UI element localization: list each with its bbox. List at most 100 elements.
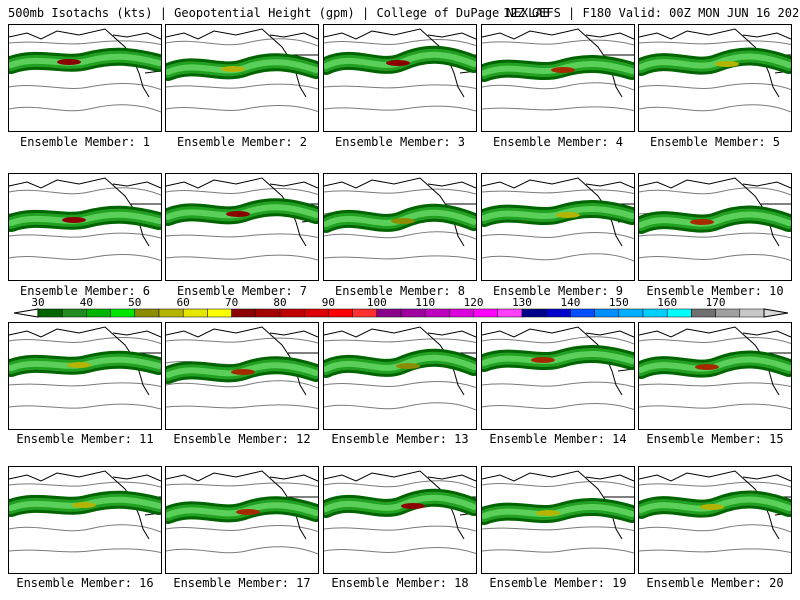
jet-core bbox=[536, 510, 560, 516]
colorbar-tick-label: 160 bbox=[657, 297, 677, 309]
ensemble-member-19-map bbox=[481, 466, 635, 574]
colorbar-segment bbox=[328, 308, 353, 318]
jet-core bbox=[221, 66, 245, 72]
ensemble-member-5-map bbox=[638, 24, 792, 132]
colorbar-tick-label: 80 bbox=[273, 297, 286, 309]
ensemble-member-20-map bbox=[638, 466, 792, 574]
ensemble-member-label: Ensemble Member: 16 bbox=[16, 576, 154, 590]
colorbar-tick-label: 30 bbox=[31, 297, 44, 309]
colorbar-segment bbox=[424, 308, 450, 318]
ensemble-member-6-map bbox=[8, 173, 162, 281]
colorbar-segment bbox=[110, 308, 136, 318]
colorbar-tick-label: 60 bbox=[177, 297, 190, 309]
colorbar-segment bbox=[86, 308, 111, 318]
colorbar-segment bbox=[352, 308, 378, 318]
ensemble-member-label: Ensemble Member: 7 bbox=[176, 284, 308, 298]
ensemble-member-15-map bbox=[638, 322, 792, 430]
colorbar-segment bbox=[231, 308, 257, 318]
ensemble-member-label: Ensemble Member: 8 bbox=[334, 284, 466, 298]
colorbar-segment bbox=[545, 308, 571, 318]
ensemble-member-label: Ensemble Member: 10 bbox=[646, 284, 784, 298]
colorbar-segment bbox=[255, 308, 281, 318]
colorbar-tick-label: 40 bbox=[80, 297, 93, 309]
colorbar-max-arrow bbox=[763, 308, 789, 318]
jet-core bbox=[226, 211, 250, 217]
ensemble-member-label: Ensemble Member: 13 bbox=[331, 432, 469, 446]
jet-core bbox=[57, 59, 81, 65]
ensemble-member-label: Ensemble Member: 20 bbox=[646, 576, 784, 590]
ensemble-member-label: Ensemble Member: 18 bbox=[331, 576, 469, 590]
ensemble-member-4-map bbox=[481, 24, 635, 132]
isotach-jet bbox=[482, 497, 634, 525]
jet-core bbox=[531, 357, 555, 363]
colorbar-segment bbox=[279, 308, 305, 318]
colorbar-tick-label: 110 bbox=[415, 297, 435, 309]
ensemble-member-10-map bbox=[638, 173, 792, 281]
colorbar-segment bbox=[666, 308, 692, 318]
ensemble-member-1-map bbox=[8, 24, 162, 132]
colorbar-segment bbox=[449, 308, 474, 318]
height-contours bbox=[482, 189, 634, 262]
colorbar-tick-label: 100 bbox=[367, 297, 387, 309]
jet-core bbox=[236, 509, 260, 515]
isotach-jet bbox=[324, 488, 476, 518]
ensemble-member-2-map bbox=[165, 24, 319, 132]
colorbar-tick-label: 50 bbox=[128, 297, 141, 309]
colorbar-segment bbox=[303, 308, 329, 318]
ensemble-member-label: Ensemble Member: 19 bbox=[489, 576, 627, 590]
ensemble-member-label: Ensemble Member: 12 bbox=[173, 432, 311, 446]
colorbar-segment bbox=[134, 308, 160, 318]
ensemble-member-label: Ensemble Member: 14 bbox=[489, 432, 627, 446]
colorbar-segment bbox=[400, 308, 426, 318]
colorbar-segment bbox=[739, 308, 765, 318]
ensemble-member-11-map bbox=[8, 322, 162, 430]
colorbar-segment bbox=[521, 308, 547, 318]
colorbar-segment bbox=[594, 308, 620, 318]
ensemble-member-label: Ensemble Member: 1 bbox=[19, 135, 151, 149]
ensemble-member-label: Ensemble Member: 6 bbox=[19, 284, 151, 298]
colorbar-tick-label: 170 bbox=[706, 297, 726, 309]
ensemble-member-label: Ensemble Member: 17 bbox=[173, 576, 311, 590]
ensemble-member-7-map bbox=[165, 173, 319, 281]
isotach-jet bbox=[9, 205, 161, 232]
colorbar-segment bbox=[37, 308, 63, 318]
jet-core bbox=[401, 503, 425, 509]
ensemble-member-label: Ensemble Member: 3 bbox=[334, 135, 466, 149]
coastlines bbox=[9, 177, 161, 247]
isotach-jet bbox=[639, 205, 791, 234]
jet-core bbox=[386, 60, 410, 66]
jet-core bbox=[700, 504, 724, 510]
isotach-jet bbox=[639, 47, 791, 76]
colorbar-segment bbox=[61, 308, 87, 318]
colorbar-segment bbox=[570, 308, 595, 318]
ensemble-member-12-map bbox=[165, 322, 319, 430]
isotach-jet bbox=[9, 47, 161, 74]
ensemble-member-13-map bbox=[323, 322, 477, 430]
isotach-jet bbox=[482, 344, 634, 372]
colorbar-segment bbox=[376, 308, 402, 318]
jet-core bbox=[396, 363, 420, 369]
jet-core bbox=[391, 218, 415, 224]
ensemble-member-14-map bbox=[481, 322, 635, 430]
jet-core bbox=[62, 217, 86, 223]
jet-core bbox=[72, 502, 96, 508]
jet-core bbox=[556, 212, 580, 218]
map-title: 500mb Isotachs (kts) | Geopotential Heig… bbox=[8, 6, 550, 20]
colorbar-segment bbox=[715, 308, 741, 318]
ensemble-member-8-map bbox=[323, 173, 477, 281]
ensemble-member-18-map bbox=[323, 466, 477, 574]
ensemble-member-17-map bbox=[165, 466, 319, 574]
ensemble-member-label: Ensemble Member: 4 bbox=[492, 135, 624, 149]
ensemble-member-label: Ensemble Member: 15 bbox=[646, 432, 784, 446]
ensemble-member-9-map bbox=[481, 173, 635, 281]
jet-core bbox=[67, 362, 91, 368]
jet-core bbox=[715, 61, 739, 67]
colorbar-segment bbox=[618, 308, 644, 318]
colorbar-tick-label: 150 bbox=[609, 297, 629, 309]
colorbar-tick-label: 90 bbox=[322, 297, 335, 309]
colorbar-segment bbox=[473, 308, 499, 318]
ensemble-member-16-map bbox=[8, 466, 162, 574]
jet-core bbox=[551, 67, 575, 73]
ensemble-member-label: Ensemble Member: 9 bbox=[492, 284, 624, 298]
colorbar-tick-label: 120 bbox=[464, 297, 484, 309]
